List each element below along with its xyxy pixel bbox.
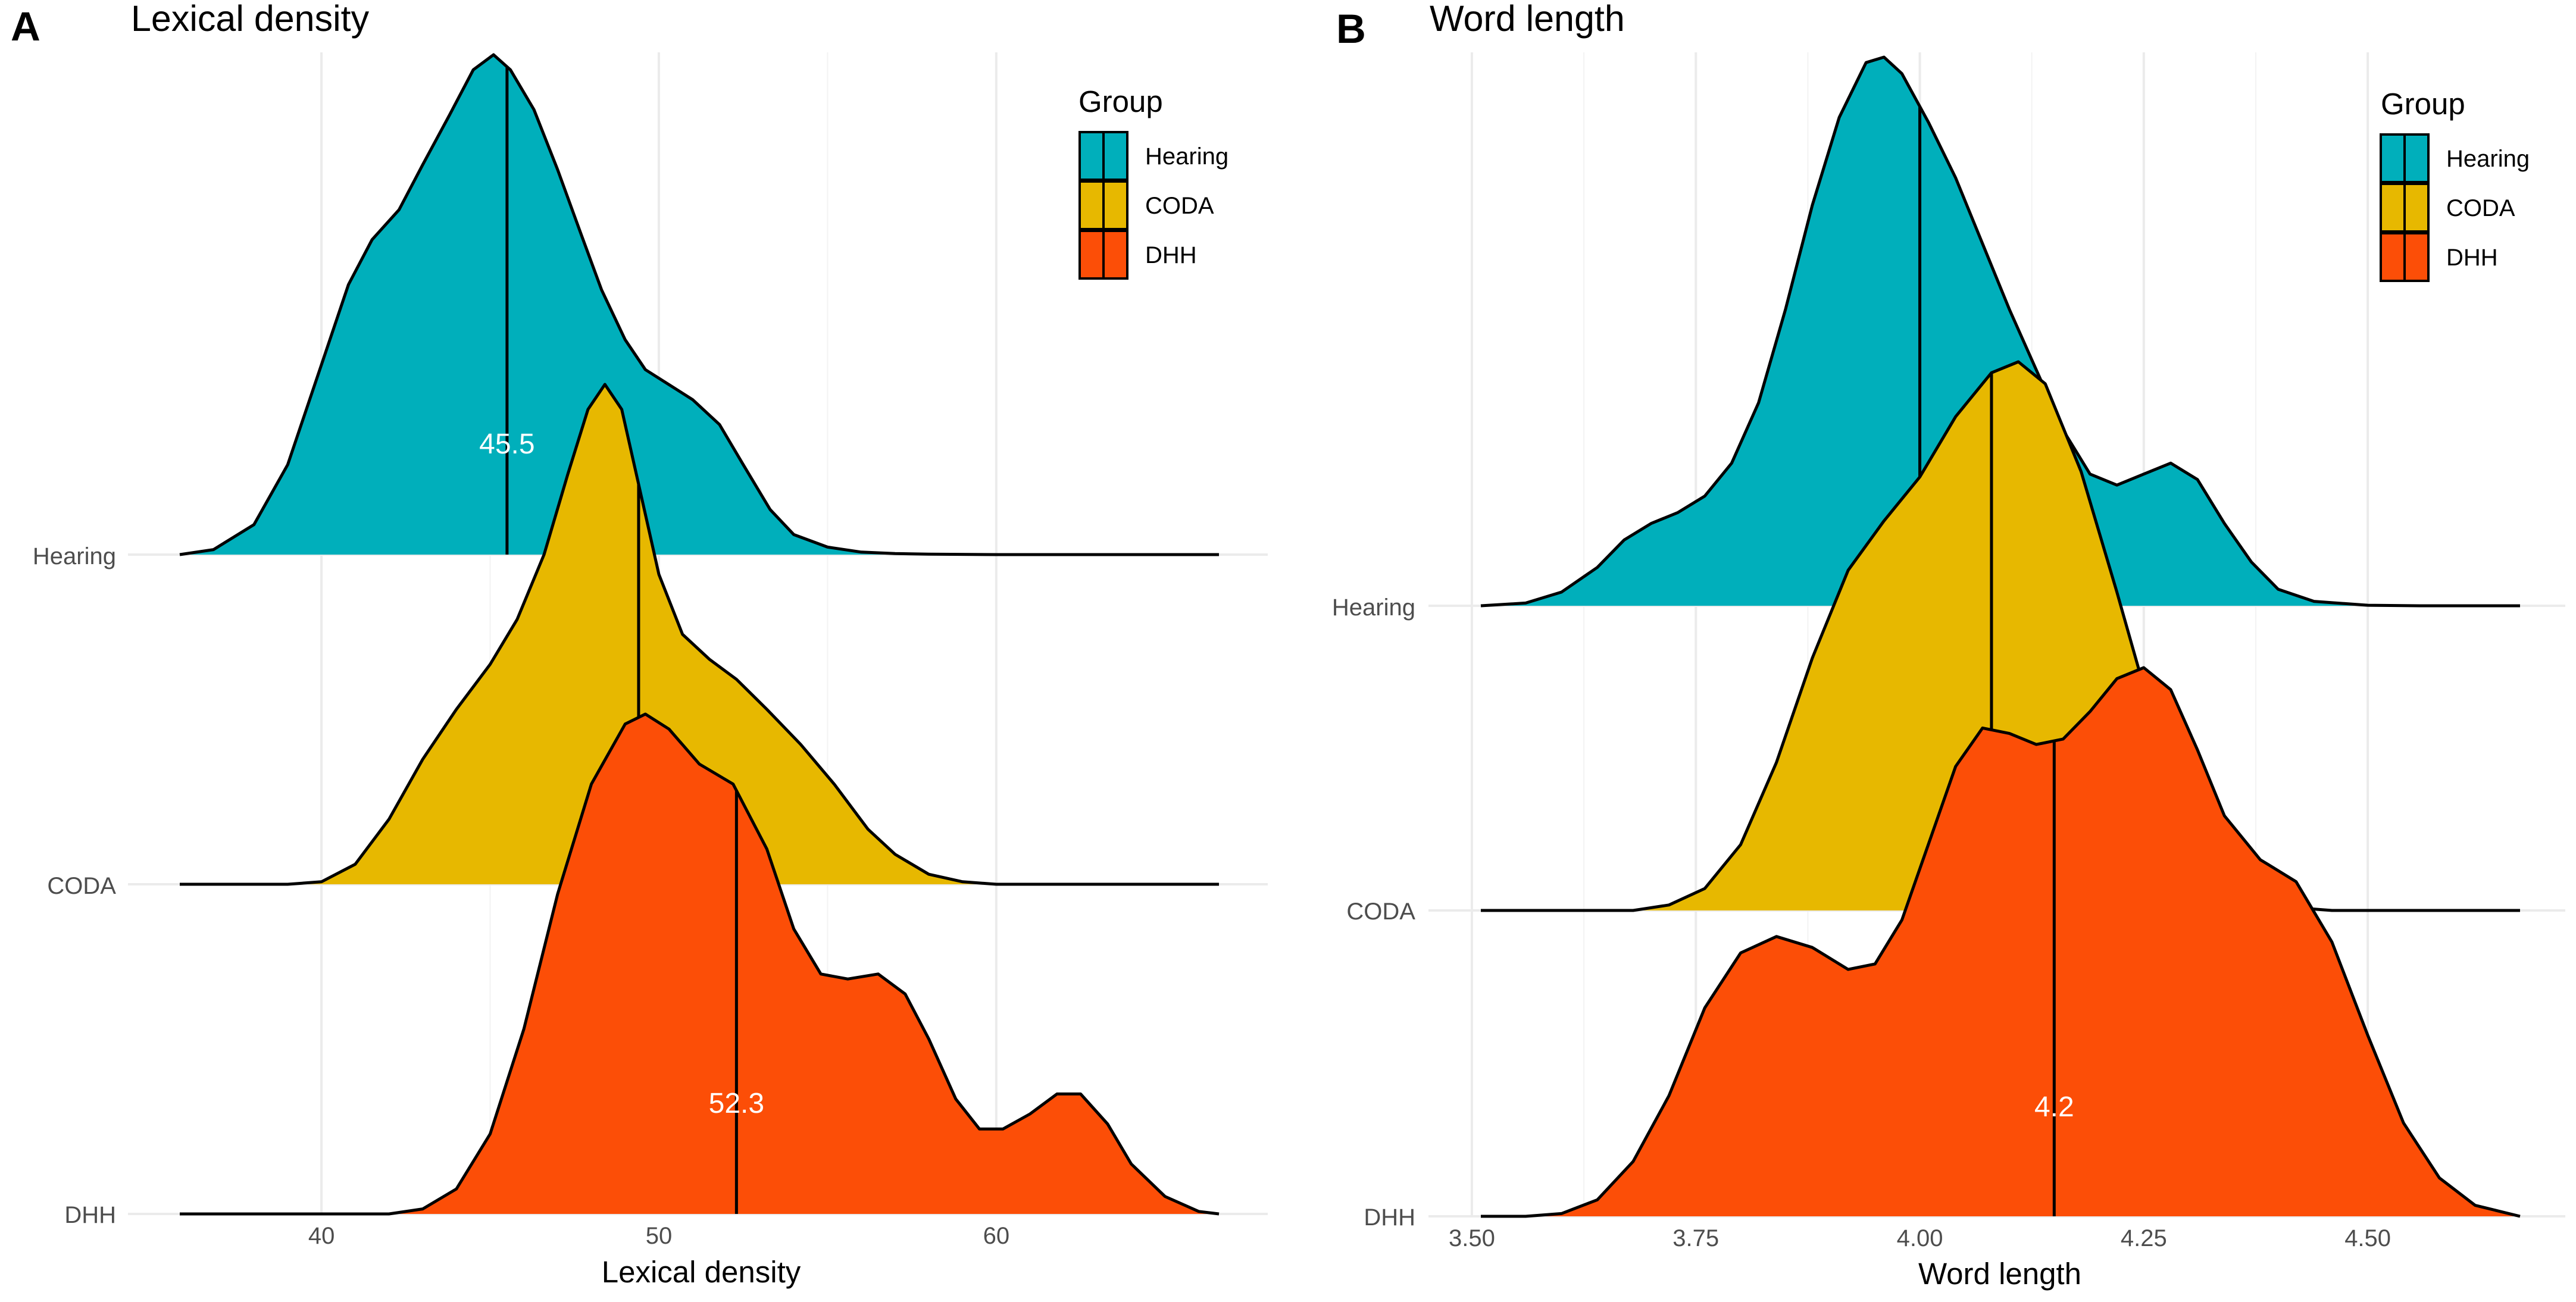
y-tick-coda: CODA bbox=[47, 873, 116, 899]
density-area-dhh bbox=[1481, 668, 2520, 1216]
y-tick-hearing: Hearing bbox=[33, 543, 116, 569]
density-area-coda bbox=[1481, 362, 2520, 910]
panel-b-x-axis-title: Word length bbox=[1918, 1257, 2081, 1291]
legend-label: Hearing bbox=[1145, 143, 1228, 170]
panel-a-y-tick-labels: Hearing CODA DHH bbox=[33, 543, 116, 1228]
legend-entry-hearing: Hearing bbox=[1078, 131, 1228, 181]
panel-b: B Word length Hearing CODA DHH 44.14.2 3… bbox=[1332, 0, 2565, 1291]
density-area-dhh bbox=[180, 714, 1219, 1214]
panel-a-letter: A bbox=[11, 4, 40, 49]
x-tick-label: 4.00 bbox=[1897, 1225, 1943, 1251]
panel-a-ridges: 45.549.452.3 bbox=[179, 53, 1220, 1216]
legend-label: DHH bbox=[1145, 242, 1197, 268]
y-tick-dhh: DHH bbox=[64, 1202, 116, 1228]
panel-b-legend: Group Hearing CODA DHH bbox=[2380, 87, 2530, 282]
panel-a-legend-entries: Hearing CODA DHH bbox=[1078, 131, 1228, 280]
density-area-hearing bbox=[1481, 57, 2520, 606]
y-tick-hearing: Hearing bbox=[1332, 594, 1415, 621]
mean-label-hearing: 45.5 bbox=[479, 428, 534, 460]
legend-entry-hearing: Hearing bbox=[2380, 133, 2530, 183]
panel-a-x-tick-labels: 40 50 60 bbox=[308, 1223, 1009, 1249]
density-area-coda bbox=[180, 384, 1219, 884]
legend-label: DHH bbox=[2446, 245, 2498, 271]
x-tick-label: 4.50 bbox=[2344, 1225, 2391, 1251]
density-outline-dhh bbox=[180, 712, 1220, 1216]
legend-entry-dhh: DHH bbox=[2380, 232, 2498, 282]
legend-label: CODA bbox=[1145, 193, 1214, 219]
panel-b-legend-entries: Hearing CODA DHH bbox=[2380, 133, 2530, 282]
panel-a-x-axis-title: Lexical density bbox=[602, 1255, 801, 1289]
ridge-hearing: 45.5 bbox=[179, 53, 1219, 556]
x-tick-label: 60 bbox=[983, 1223, 1010, 1249]
x-tick-label: 3.50 bbox=[1449, 1225, 1495, 1251]
x-tick-label: 4.25 bbox=[2121, 1225, 2167, 1251]
panel-b-legend-title: Group bbox=[2381, 87, 2465, 121]
density-outline-hearing bbox=[1480, 55, 2520, 608]
ridge-dhh: 4.2 bbox=[1481, 666, 2521, 1218]
panel-b-y-tick-labels: Hearing CODA DHH bbox=[1332, 594, 1415, 1231]
panel-b-ridges: 44.14.2 bbox=[1480, 55, 2521, 1218]
density-outline-coda bbox=[180, 383, 1219, 886]
panel-b-x-tick-labels: 3.50 3.75 4.00 4.25 4.50 bbox=[1449, 1225, 2391, 1251]
y-tick-coda: CODA bbox=[1346, 899, 1415, 925]
panel-a-legend-title: Group bbox=[1078, 84, 1163, 118]
legend-entry-coda: CODA bbox=[2380, 183, 2515, 233]
panel-b-title: Word length bbox=[1430, 0, 1625, 39]
legend-label: Hearing bbox=[2446, 146, 2530, 172]
legend-label: CODA bbox=[2446, 195, 2515, 221]
panel-a-title: Lexical density bbox=[131, 0, 370, 39]
mean-label-dhh: 52.3 bbox=[709, 1088, 764, 1119]
density-area-hearing bbox=[180, 55, 1219, 555]
mean-label-dhh: 4.2 bbox=[2034, 1091, 2074, 1123]
density-outline-hearing bbox=[179, 53, 1219, 556]
panel-a: A Lexical density Hearing CODA DHH 45.54… bbox=[11, 0, 1268, 1289]
x-tick-label: 3.75 bbox=[1672, 1225, 1719, 1251]
panel-b-letter: B bbox=[1336, 6, 1366, 52]
legend-entry-dhh: DHH bbox=[1078, 230, 1197, 280]
x-tick-label: 50 bbox=[646, 1223, 673, 1249]
legend-entry-coda: CODA bbox=[1078, 180, 1214, 230]
y-tick-dhh: DHH bbox=[1364, 1204, 1415, 1231]
ridge-dhh: 52.3 bbox=[180, 712, 1220, 1216]
x-tick-label: 40 bbox=[308, 1223, 335, 1249]
density-outline-dhh bbox=[1481, 666, 2521, 1218]
panel-a-legend: Group Hearing CODA DHH bbox=[1078, 84, 1228, 280]
